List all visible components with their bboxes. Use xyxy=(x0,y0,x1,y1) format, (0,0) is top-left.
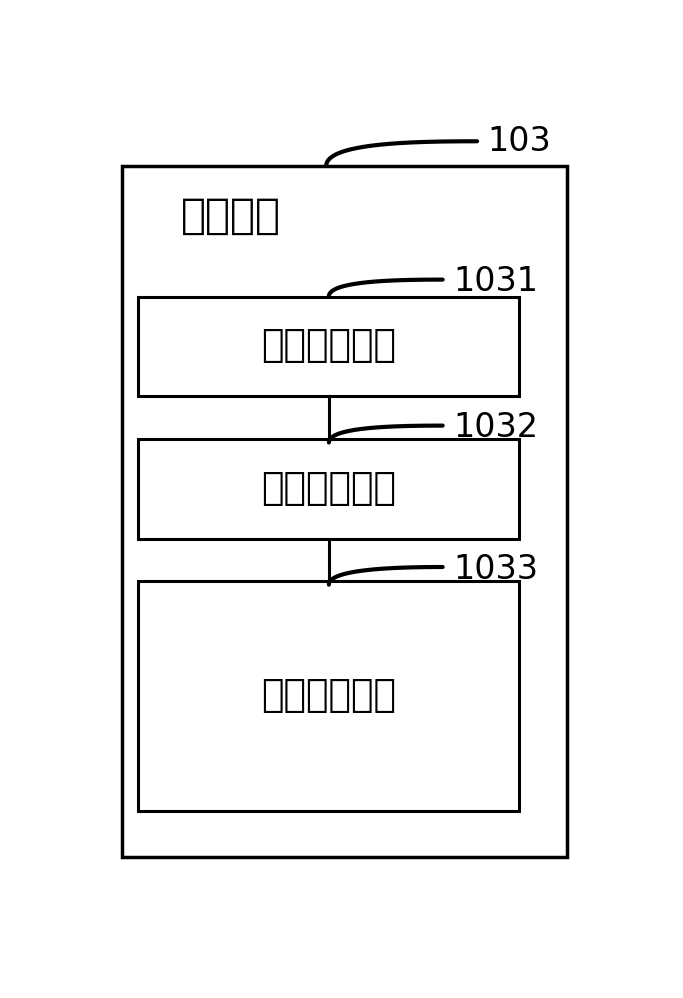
Text: 1031: 1031 xyxy=(454,264,538,297)
Text: 第一确定单元: 第一确定单元 xyxy=(262,328,396,364)
Text: 103: 103 xyxy=(488,125,551,158)
Bar xyxy=(138,581,520,811)
Bar xyxy=(138,296,520,396)
Text: 1032: 1032 xyxy=(454,410,538,444)
Bar xyxy=(122,166,567,857)
Text: 确定模块: 确定模块 xyxy=(180,195,281,237)
Text: 第二确定单元: 第二确定单元 xyxy=(262,471,396,507)
Bar xyxy=(138,439,520,539)
Text: 第三确定单元: 第三确定单元 xyxy=(262,678,396,715)
Text: 1033: 1033 xyxy=(454,553,538,586)
